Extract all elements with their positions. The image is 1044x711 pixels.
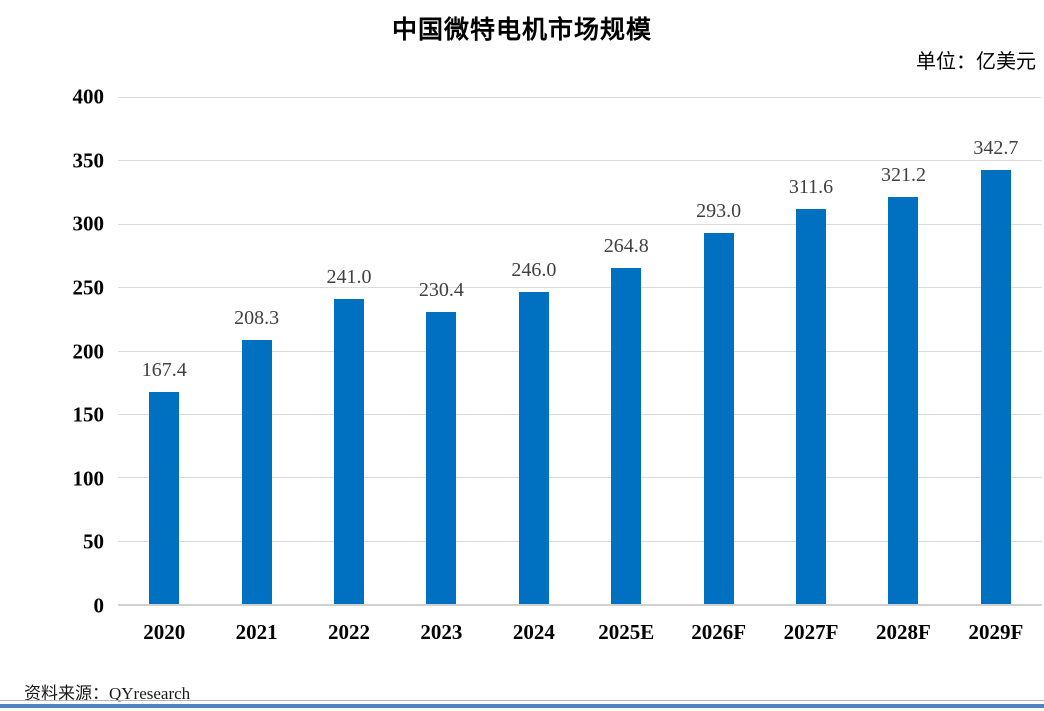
footer-hairline <box>0 700 1044 701</box>
bar-value-label-2027F: 311.6 <box>788 176 834 199</box>
bar-value-label-2026F: 293.0 <box>696 199 742 222</box>
y-tick-label-400: 400 <box>72 84 105 109</box>
bar-value-label-2023: 230.4 <box>418 278 464 301</box>
bar-slot-2026F: 293.0 <box>672 97 764 604</box>
plot-area: 167.4 208.3 241.0 230.4 246.0 264.8 293.0 311.6… <box>118 97 1042 606</box>
x-tick-label-2023: 2023 <box>420 620 463 644</box>
bar-value-label-2024: 246.0 <box>511 259 557 282</box>
bar-value-label-2021: 208.3 <box>234 306 280 329</box>
y-axis: 0 50 100 150 200 250 300 350 400 <box>0 85 105 618</box>
bar-slot-2028F: 321.2 <box>857 97 949 604</box>
unit-label: 单位：亿美元 <box>916 51 1036 73</box>
bar-slot-2021: 208.3 <box>210 97 302 604</box>
y-tick-label-350: 350 <box>72 148 105 173</box>
bar-slot-2029F: 342.7 <box>950 97 1042 604</box>
x-tick-label-2025E: 2025E <box>598 620 655 644</box>
footer-accent-bar <box>0 704 1044 708</box>
bar-2029F <box>980 169 1011 604</box>
bar-slot-2027F: 311.6 <box>765 97 857 604</box>
bar-2021 <box>241 339 272 604</box>
bar-value-label-2022: 241.0 <box>326 265 372 288</box>
x-tick-label-2029F: 2029F <box>968 620 1024 644</box>
bar-2027F <box>796 209 827 604</box>
y-tick-label-200: 200 <box>72 339 105 363</box>
bar-2024 <box>518 292 549 604</box>
x-tick-label-2028F: 2028F <box>876 620 931 644</box>
gridline-250 <box>118 287 1042 289</box>
bar-2026F <box>703 232 734 604</box>
bar-value-label-2020: 167.4 <box>141 358 187 381</box>
x-tick-label-2024: 2024 <box>512 620 555 644</box>
bar-2023 <box>426 311 457 604</box>
x-tick-label-2020: 2020 <box>143 620 186 644</box>
gridline-150 <box>118 413 1042 415</box>
bar-2020 <box>149 391 180 604</box>
x-tick-label-2026F: 2026F <box>691 620 747 644</box>
gridline-400 <box>118 97 1042 98</box>
gridline-300 <box>118 223 1042 225</box>
x-tick-label-2027F: 2027F <box>783 620 839 644</box>
bar-slot-2024: 246.0 <box>488 97 580 604</box>
gridline-50 <box>118 540 1042 542</box>
y-tick-label-250: 250 <box>72 275 105 300</box>
bar-value-label-2028F: 321.2 <box>880 163 926 186</box>
gridline-200 <box>118 350 1042 352</box>
bar-2028F <box>888 196 919 604</box>
y-tick-label-100: 100 <box>72 466 105 491</box>
bar-2022 <box>334 298 365 604</box>
bar-slot-2020: 167.4 <box>118 97 210 604</box>
x-axis: 2020 2021 2022 2023 2024 2025E 2026F 2027F 2028F… <box>118 620 1042 645</box>
y-tick-label-300: 300 <box>72 211 105 236</box>
x-tick-label-2022: 2022 <box>328 620 371 644</box>
bar-value-label-2025E: 264.8 <box>603 235 649 258</box>
y-tick-label-0: 0 <box>93 593 105 618</box>
gridline-350 <box>118 160 1042 162</box>
bar-series: 167.4 208.3 241.0 230.4 246.0 264.8 293.0 311.6… <box>118 97 1042 604</box>
bar-2025E <box>611 268 642 604</box>
y-tick-label-50: 50 <box>83 529 104 554</box>
chart-title: 中国微特电机市场规模 <box>391 17 652 44</box>
x-tick-label-2021: 2021 <box>235 620 278 644</box>
bar-value-label-2029F: 342.7 <box>973 136 1019 159</box>
bar-slot-2022: 241.0 <box>303 97 395 604</box>
source-label: 资料来源：QYresearch <box>24 684 191 703</box>
y-tick-label-150: 150 <box>72 402 105 427</box>
bar-slot-2025E: 264.8 <box>580 97 672 604</box>
gridline-100 <box>118 477 1042 479</box>
bar-slot-2023: 230.4 <box>395 97 487 604</box>
